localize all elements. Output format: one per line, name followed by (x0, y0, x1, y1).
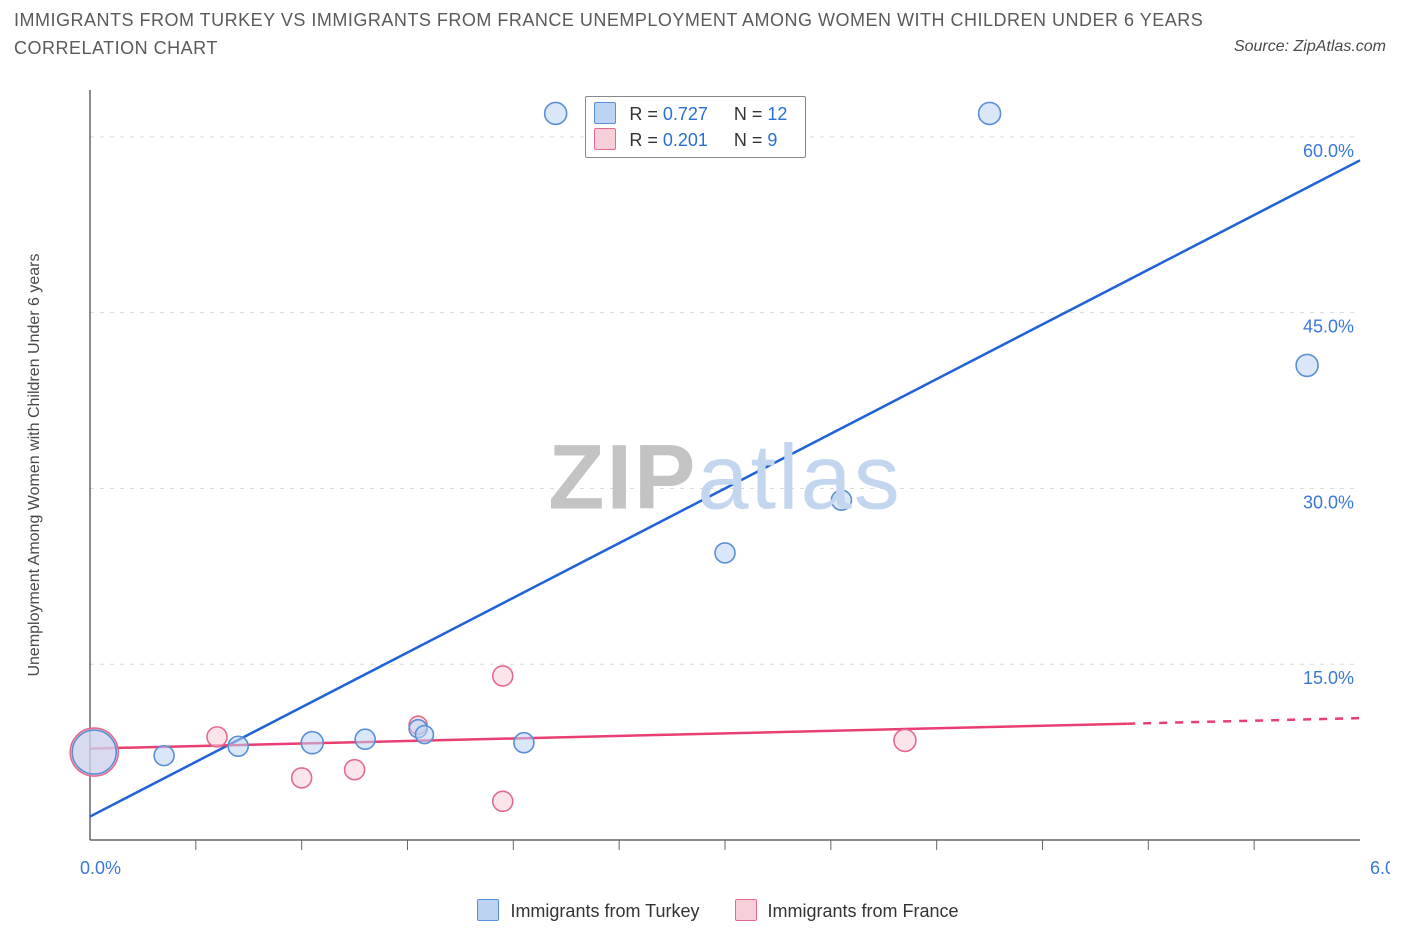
chart-title-block: IMMIGRANTS FROM TURKEY VS IMMIGRANTS FRO… (14, 6, 1226, 62)
svg-text:0.0%: 0.0% (80, 858, 121, 878)
legend-swatch-france (594, 128, 616, 150)
chart-area: 15.0%30.0%45.0%60.0%0.0%6.0% ZIPatlas R … (60, 80, 1390, 885)
legend-swatch-turkey (594, 102, 616, 124)
correlation-legend-box: R = 0.727 N = 12 R = 0.201 N = 9 (585, 96, 806, 158)
corr-n-label: N = (734, 130, 763, 150)
corr-r-label: R = (629, 130, 658, 150)
chart-title-line-2: CORRELATION CHART (14, 34, 1226, 62)
svg-text:30.0%: 30.0% (1303, 492, 1354, 512)
correlation-row-turkey: R = 0.727 N = 12 (594, 101, 791, 127)
svg-text:6.0%: 6.0% (1370, 858, 1390, 878)
bottom-legend: Immigrants from Turkey Immigrants from F… (0, 899, 1406, 922)
scatter-chart-svg: 15.0% 30.0% 45.0% 60.0% 0.0% 6.0% (60, 80, 1390, 885)
corr-r-value-turkey: 0.727 (663, 101, 719, 127)
bottom-label-france: Immigrants from France (768, 901, 959, 921)
svg-text:60.0%: 60.0% (1303, 141, 1354, 161)
corr-n-value-turkey: 12 (767, 101, 791, 127)
corr-r-value-france: 0.201 (663, 127, 719, 153)
correlation-row-france: R = 0.201 N = 9 (594, 127, 791, 153)
svg-text:45.0%: 45.0% (1303, 317, 1354, 337)
bottom-swatch-france (735, 899, 757, 921)
y-axis-label: Unemployment Among Women with Children U… (26, 80, 44, 850)
svg-text:15.0%: 15.0% (1303, 668, 1354, 688)
bottom-swatch-turkey (477, 899, 499, 921)
source-attribution: Source: ZipAtlas.com (1234, 38, 1386, 56)
corr-n-label: N = (734, 104, 763, 124)
corr-r-label: R = (629, 104, 658, 124)
bottom-label-turkey: Immigrants from Turkey (510, 901, 699, 921)
chart-title-line-1: IMMIGRANTS FROM TURKEY VS IMMIGRANTS FRO… (14, 6, 1226, 34)
corr-n-value-france: 9 (767, 127, 791, 153)
